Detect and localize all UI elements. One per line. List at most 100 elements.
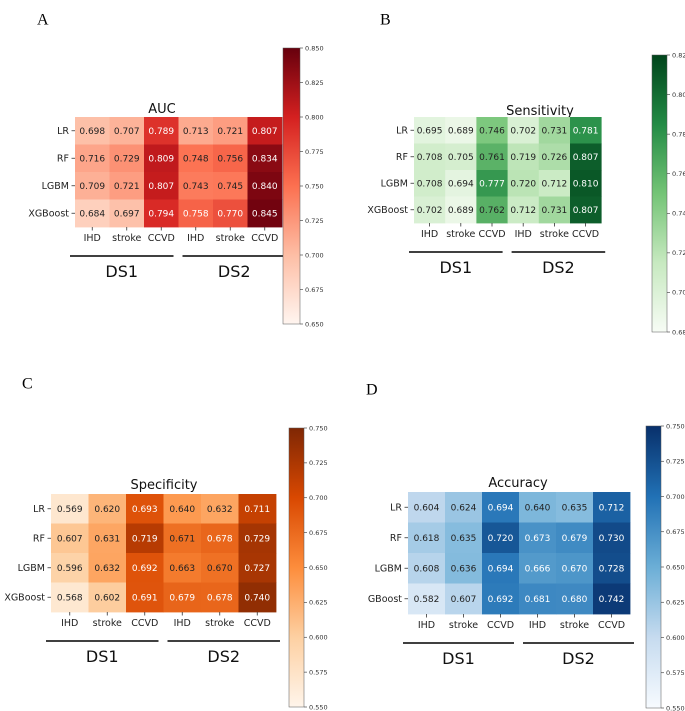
panel-b-cell-label-r2-c2: 0.777 (479, 179, 505, 189)
panel-a-cell-r3-c5 (247, 199, 283, 228)
panel-a-colorbar-tick-label: 0.850 (305, 44, 324, 52)
panel-d-title: Accuracy (488, 476, 548, 491)
panel-d-cell-label-r1-c4: 0.679 (562, 534, 588, 544)
panel-c-cell-r3-c5 (238, 582, 277, 613)
panel-b-cell-label-r0-c4: 0.731 (542, 126, 568, 136)
panel-c-cell-label-r0-c0: 0.569 (57, 505, 83, 515)
panel-c-col-label: stroke (93, 618, 122, 629)
panel-c-cell-r1-c4 (201, 523, 239, 554)
panel-b-cell-label-r2-c3: 0.720 (510, 179, 536, 189)
panel-a-row-label: RF (57, 154, 69, 165)
panel-a-cell-label-r2-c5: 0.840 (252, 182, 278, 192)
panel-d-cell-r0-c5 (593, 492, 631, 523)
panel-d-cell-label-r0-c2: 0.694 (488, 503, 514, 513)
panel-d-cell-label-r0-c1: 0.624 (451, 503, 477, 513)
panel-c-colorbar-tick-label: 0.700 (309, 494, 328, 502)
panel-a-cell-label-r0-c0: 0.698 (79, 127, 105, 137)
panel-b-cell-label-r0-c1: 0.689 (448, 126, 474, 136)
panel-d-cell-label-r2-c1: 0.636 (451, 564, 477, 574)
panel-b-row-label: LR (396, 126, 408, 137)
panel-d-colorbar-tick-label: 0.750 (666, 422, 685, 430)
panel-c-row-label: XGBoost (4, 593, 45, 604)
panel-a-cell-r1-c4 (213, 144, 248, 173)
panel-b-cell-r3-c0 (414, 196, 446, 224)
panel-a-cell-r1-c1 (109, 144, 145, 173)
panel-a-cell-label-r1-c2: 0.809 (148, 154, 174, 164)
panel-a-cell-r0-c0 (75, 117, 110, 145)
panel-c-colorbar-tick-label: 0.725 (309, 459, 328, 467)
panel-d-col-label: IHD (529, 620, 546, 631)
panel-b-cell-r1-c5 (570, 143, 602, 171)
panel-c-cell-label-r2-c2: 0.692 (132, 564, 158, 574)
panel-a-col-label: stroke (216, 233, 245, 244)
panel-d-cell-r2-c4 (556, 553, 594, 584)
panel-b-colorbar-tick-label: 0.80 (672, 91, 685, 99)
panel-d-colorbar-tick-label: 0.575 (666, 669, 685, 677)
panel-a-cell-label-r2-c4: 0.745 (217, 182, 243, 192)
panel-a-cell-r2-c5 (247, 172, 283, 200)
panel-a-cell-label-r1-c0: 0.716 (79, 154, 105, 164)
panel-c-colorbar-tick-label: 0.550 (309, 703, 328, 711)
panel-b-colorbar-tick-label: 0.72 (672, 249, 685, 257)
panel-d-cell-r0-c2 (482, 492, 520, 523)
panel-c-cell-label-r2-c5: 0.727 (244, 564, 270, 574)
panel-b-cell-label-r3-c2: 0.762 (479, 206, 505, 216)
panel-a-cell-r2-c0 (75, 172, 110, 200)
panel-b-cell-label-r2-c1: 0.694 (448, 179, 474, 189)
panel-b-col-label: IHD (421, 229, 438, 240)
panel-d-col-label: CCVD (598, 620, 625, 631)
panel-d-cell-label-r0-c5: 0.712 (599, 503, 625, 513)
panel-c-row-label: RF (33, 534, 45, 545)
panel-a-colorbar-tick-label: 0.775 (305, 148, 324, 156)
panel-d-cell-label-r2-c2: 0.694 (488, 564, 514, 574)
panel-a-col-label: stroke (112, 233, 141, 244)
panel-d-col-label: IHD (418, 620, 435, 631)
panel-d-cell-r0-c0 (408, 492, 446, 523)
panel-c-row-label: LGBM (18, 563, 45, 574)
panel-c-cell-r0-c4 (201, 494, 239, 524)
panel-a-cell-r3-c3 (178, 199, 214, 228)
panel-a-cell-r1-c2 (144, 144, 179, 173)
panel-d-cell-r2-c2 (482, 553, 520, 584)
panel-a-cell-r3-c4 (213, 199, 248, 228)
panel-b-cell-r3-c4 (538, 196, 571, 224)
panel-c-cell-label-r1-c0: 0.607 (57, 534, 83, 544)
panel-b-group-label: DS1 (439, 258, 472, 277)
panel-c-cell-r2-c4 (201, 553, 239, 583)
panel-a-cell-r1-c0 (75, 144, 110, 173)
panel-d-colorbar-tick-label: 0.675 (666, 528, 685, 536)
panel-c-cell-r0-c1 (88, 494, 127, 524)
panel-b-cell-r2-c2 (476, 170, 508, 197)
panel-d-cell-r0-c4 (556, 492, 594, 523)
panel-d-row-label: LGBM (375, 564, 402, 575)
panel-d-cell-r1-c4 (556, 522, 594, 554)
panel-b-heatmap: B Sensitivity 0.695 0.689 0.746 0.702 0.731 0.7… (367, 11, 685, 336)
panel-c-cell-label-r3-c5: 0.740 (244, 593, 270, 603)
panel-c-colorbar (288, 427, 305, 708)
panel-b-cell-r2-c1 (445, 170, 477, 197)
panel-d-cell-r1-c5 (593, 522, 631, 554)
panel-b-cell-label-r0-c2: 0.746 (479, 126, 505, 136)
panel-b-letter: B (380, 11, 391, 28)
panel-d-colorbar-tick-label: 0.550 (666, 704, 685, 711)
panel-a-cell-label-r0-c1: 0.707 (114, 127, 140, 137)
panel-a-cell-label-r0-c5: 0.807 (252, 127, 278, 137)
panel-d-row-label: GBoost (368, 594, 402, 605)
panel-b-cell-r1-c0 (414, 143, 446, 171)
panel-b-colorbar-tick-label: 0.74 (672, 210, 685, 218)
panel-c-colorbar-tick-label: 0.600 (309, 634, 328, 642)
panel-b-cell-r1-c1 (445, 143, 477, 171)
panel-c-cell-label-r3-c1: 0.602 (94, 593, 120, 603)
panel-b-cell-label-r3-c4: 0.731 (542, 206, 568, 216)
panel-a-colorbar (282, 47, 301, 325)
panel-a-cell-label-r3-c0: 0.684 (79, 209, 105, 219)
panel-d-cell-label-r3-c4: 0.680 (562, 595, 588, 605)
panel-d-cell-label-r3-c0: 0.582 (414, 595, 440, 605)
panel-d-cell-label-r1-c0: 0.618 (414, 534, 440, 544)
panel-b-colorbar-tick-label: 0.68 (672, 328, 685, 336)
panel-b-cell-label-r1-c3: 0.719 (510, 153, 536, 163)
panel-a-cell-r2-c2 (144, 172, 179, 200)
panel-a-cell-label-r0-c3: 0.713 (183, 127, 209, 137)
panel-d-row-label: RF (390, 533, 402, 544)
panel-d-colorbar-tick-label: 0.700 (666, 493, 685, 501)
